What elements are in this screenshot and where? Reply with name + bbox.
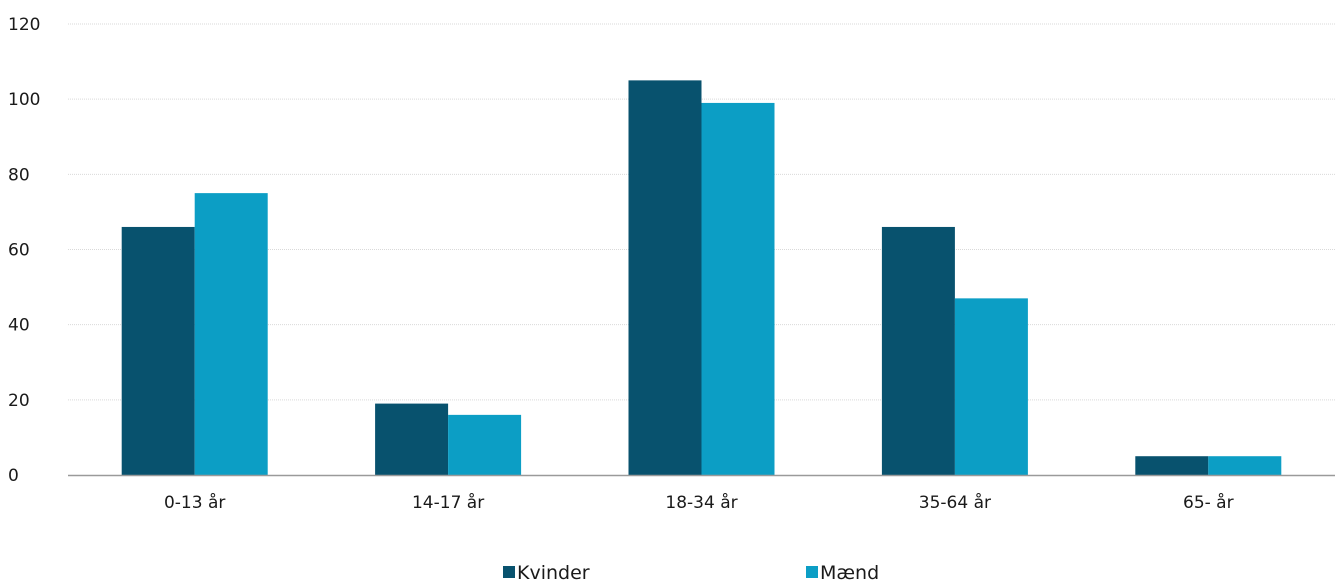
- bar-kvinder-2: [375, 403, 449, 475]
- y-tick-label: 60: [8, 241, 30, 261]
- legend-item-kvinder: Kvinder: [503, 562, 590, 584]
- x-tick-label: 65- år: [1183, 492, 1234, 513]
- x-tick-label: 35-64 år: [919, 492, 991, 513]
- x-tick-label: 14-17 år: [412, 492, 484, 513]
- y-tick-label: 100: [8, 90, 40, 110]
- bar-mænd-3: [701, 102, 775, 476]
- legend: Kvinder Mænd: [503, 562, 879, 584]
- x-axis-ticks: 0-13 år 14-17 år 18-34 år 35-64 år 65- år: [164, 492, 1234, 513]
- y-tick-label: 0: [8, 466, 19, 486]
- bar-kvinder-3: [628, 80, 702, 475]
- legend-swatch: [503, 566, 515, 578]
- bars: [121, 80, 1282, 476]
- legend-swatch: [806, 566, 818, 578]
- y-axis-ticks: 0 20 40 60 80 100 120: [8, 15, 40, 486]
- x-tick-label: 18-34 år: [665, 492, 737, 513]
- bar-mænd-4: [954, 298, 1028, 475]
- y-tick-label: 20: [8, 391, 30, 411]
- legend-item-mænd: Mænd: [806, 562, 879, 584]
- bar-mænd-1: [194, 193, 268, 475]
- bar-kvinder-4: [881, 226, 955, 475]
- y-tick-label: 120: [8, 15, 40, 35]
- bar-kvinder-1: [121, 226, 195, 475]
- bar-kvinder-5: [1135, 456, 1209, 475]
- bar-mænd-2: [448, 414, 522, 475]
- y-tick-label: 40: [8, 316, 30, 336]
- x-tick-label: 0-13 år: [164, 492, 225, 513]
- legend-label: Mænd: [820, 562, 879, 584]
- legend-label: Kvinder: [517, 562, 590, 584]
- bar-mænd-5: [1208, 456, 1282, 475]
- y-tick-label: 80: [8, 165, 30, 185]
